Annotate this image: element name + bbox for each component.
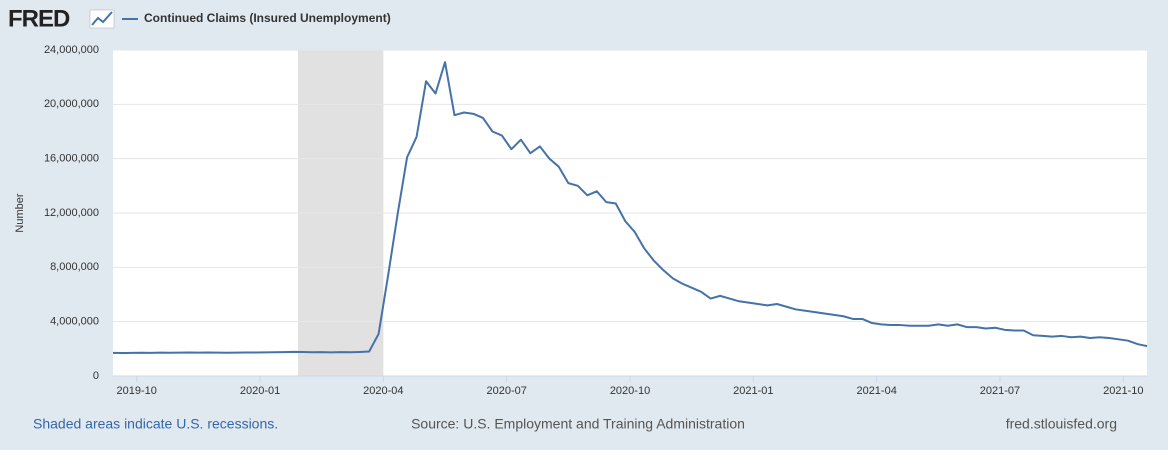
x-tick-label: 2021-04 <box>856 385 896 397</box>
x-tick-label: 2020-04 <box>363 385 403 397</box>
x-tick-label: 2019-10 <box>117 385 157 397</box>
y-tick-label: 8,000,000 <box>50 261 99 273</box>
recession-note[interactable]: Shaded areas indicate U.S. recessions. <box>33 416 278 432</box>
x-tick-label: 2021-07 <box>980 385 1020 397</box>
logo: FRED <box>8 5 70 32</box>
x-tick-label: 2021-10 <box>1103 385 1143 397</box>
y-tick-label: 4,000,000 <box>50 316 99 328</box>
x-tick-label: 2020-01 <box>240 385 280 397</box>
y-tick-label: 12,000,000 <box>44 207 99 219</box>
series-line <box>112 61 1148 355</box>
y-tick-label: 16,000,000 <box>44 153 99 165</box>
y-tick-label: 0 <box>93 370 99 382</box>
x-tick-label: 2020-07 <box>486 385 526 397</box>
source: Source: U.S. Employment and Training Adm… <box>411 416 745 432</box>
logo-icon <box>89 9 115 29</box>
legend-label: Continued Claims (Insured Unemployment) <box>144 11 391 25</box>
x-tick-label: 2021-01 <box>733 385 773 397</box>
y-tick-label: 20,000,000 <box>44 98 99 110</box>
x-tick-label: 2020-10 <box>610 385 650 397</box>
y-axis-label: Number <box>14 193 26 232</box>
site-link[interactable]: fred.stlouisfed.org <box>1006 416 1117 432</box>
y-tick-label: 24,000,000 <box>44 44 99 56</box>
